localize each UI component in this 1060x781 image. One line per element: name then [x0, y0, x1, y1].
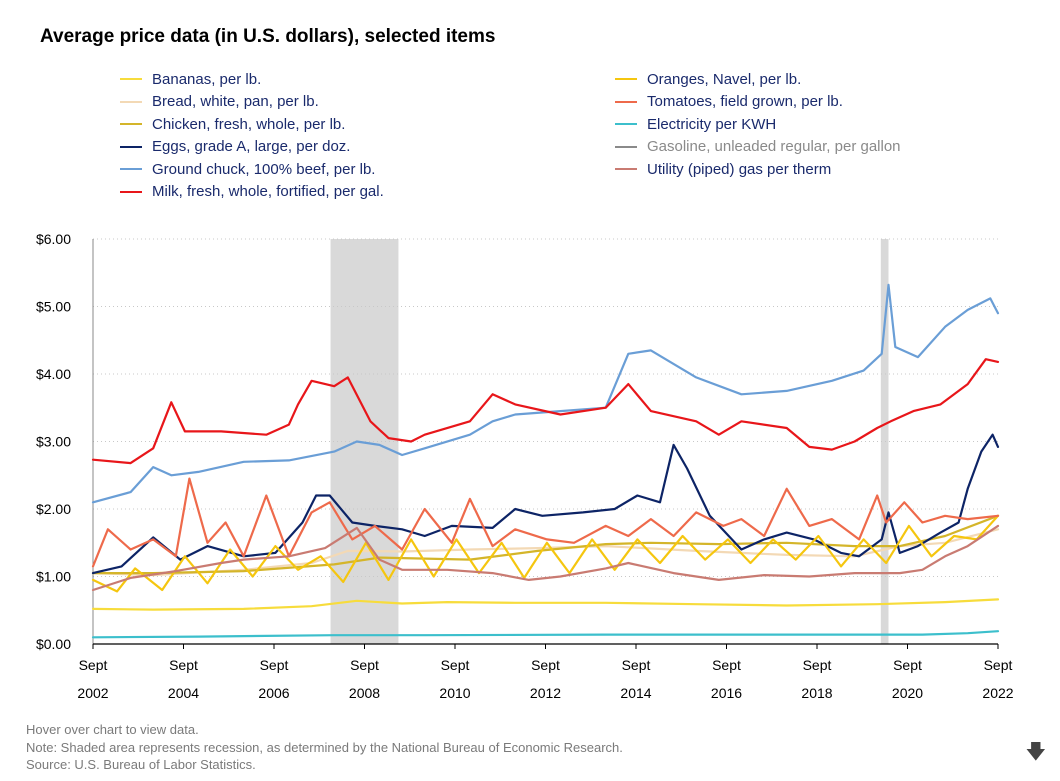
- legend-item[interactable]: Eggs, grade A, large, per doz.: [120, 136, 350, 158]
- x-tick-label-month: Sept: [441, 657, 470, 673]
- x-tick-label-month: Sept: [350, 657, 379, 673]
- x-tick-label-year: 2012: [530, 685, 561, 701]
- legend-swatch: [615, 78, 637, 80]
- y-tick-label: $1.00: [36, 569, 71, 585]
- legend-swatch: [615, 100, 637, 103]
- y-tick-label: $0.00: [36, 636, 71, 652]
- y-tick-label: $4.00: [36, 366, 71, 382]
- series-line[interactable]: [91, 283, 1000, 504]
- legend-swatch: [120, 123, 142, 125]
- hover-hint: Hover over chart to view data.: [26, 722, 199, 737]
- x-tick-label-month: Sept: [893, 657, 922, 673]
- legend-item[interactable]: Oranges, Navel, per lb.: [615, 68, 801, 90]
- series-line[interactable]: [91, 524, 1000, 592]
- legend-label: Bread, white, pan, per lb.: [152, 93, 319, 110]
- legend-item[interactable]: Tomatoes, field grown, per lb.: [615, 91, 843, 113]
- x-tick-label-month: Sept: [984, 657, 1013, 673]
- chart-title: Average price data (in U.S. dollars), se…: [40, 26, 496, 47]
- y-tick-label: $3.00: [36, 434, 71, 450]
- legend-label: Electricity per KWH: [647, 115, 777, 133]
- legend-item[interactable]: Utility (piped) gas per therm: [615, 158, 831, 180]
- legend-label: Chicken, fresh, whole, per lb.: [152, 115, 346, 133]
- x-tick-label-year: 2014: [620, 685, 651, 701]
- line-chart[interactable]: $0.00 $1.00 $2.00 $3.00 $4.00 $5.00 $6.00 Sept 2…: [0, 225, 1060, 725]
- x-tick-label-year: 2018: [801, 685, 832, 701]
- x-tick-label-year: 2016: [711, 685, 742, 701]
- series-line[interactable]: [91, 514, 1000, 575]
- legend-item[interactable]: Ground chuck, 100% beef, per lb.: [120, 158, 375, 180]
- legend-label: Tomatoes, field grown, per lb.: [647, 93, 843, 110]
- y-tick-label: $2.00: [36, 501, 71, 517]
- legend: Bananas, per lb. Bread, white, pan, per l…: [0, 66, 1060, 216]
- legend-swatch: [120, 168, 142, 170]
- source-note: Source: U.S. Bureau of Labor Statistics.: [26, 757, 256, 772]
- legend-swatch: [615, 145, 637, 148]
- legend-item[interactable]: Electricity per KWH: [615, 113, 776, 135]
- series-line[interactable]: [91, 514, 1000, 593]
- legend-swatch: [120, 145, 142, 148]
- y-tick-label: $5.00: [36, 299, 71, 315]
- legend-item[interactable]: Gasoline, unleaded regular, per gallon: [615, 136, 901, 158]
- legend-label: Gasoline, unleaded regular, per gallon: [647, 138, 901, 155]
- legend-label: Utility (piped) gas per therm: [647, 160, 832, 178]
- legend-swatch: [615, 168, 637, 170]
- legend-label: Bananas, per lb.: [152, 70, 262, 88]
- legend-swatch: [615, 123, 637, 125]
- recession-note: Note: Shaded area represents recession, …: [26, 740, 623, 755]
- x-tick-label-month: Sept: [622, 657, 651, 673]
- x-tick-label-year: 2020: [892, 685, 923, 701]
- legend-swatch: [120, 100, 142, 103]
- series-line[interactable]: [91, 358, 1000, 465]
- x-tick-label-year: 2022: [982, 685, 1013, 701]
- legend-swatch: [120, 190, 142, 193]
- x-tick-label-month: Sept: [712, 657, 741, 673]
- series-line[interactable]: [91, 477, 1000, 568]
- legend-item[interactable]: Bread, white, pan, per lb.: [120, 91, 319, 113]
- x-tick-label-month: Sept: [260, 657, 289, 673]
- x-tick-label-year: 2010: [439, 685, 470, 701]
- x-tick-label-month: Sept: [803, 657, 832, 673]
- series-line[interactable]: [91, 598, 1000, 611]
- x-tick-label-month: Sept: [531, 657, 560, 673]
- legend-label: Eggs, grade A, large, per doz.: [152, 138, 351, 155]
- legend-item[interactable]: Bananas, per lb.: [120, 68, 261, 90]
- legend-item[interactable]: Chicken, fresh, whole, per lb.: [120, 113, 345, 135]
- series-line[interactable]: [91, 630, 1000, 639]
- x-tick-label-month: Sept: [169, 657, 198, 673]
- series-line[interactable]: [91, 528, 1000, 577]
- recession-band: [880, 239, 889, 644]
- x-tick-label-year: 2008: [349, 685, 380, 701]
- legend-item[interactable]: Milk, fresh, whole, fortified, per gal.: [120, 181, 384, 203]
- x-tick-label-month: Sept: [79, 657, 108, 673]
- legend-swatch: [120, 78, 142, 80]
- y-tick-label: $6.00: [36, 231, 71, 247]
- x-tick-label-year: 2004: [168, 685, 199, 701]
- series-line[interactable]: [91, 433, 1000, 575]
- legend-label: Oranges, Navel, per lb.: [647, 70, 802, 88]
- x-tick-label-year: 2006: [258, 685, 289, 701]
- recession-band: [330, 239, 399, 644]
- x-tick-label-year: 2002: [77, 685, 108, 701]
- legend-label: Milk, fresh, whole, fortified, per gal.: [152, 183, 384, 200]
- legend-label: Ground chuck, 100% beef, per lb.: [152, 160, 376, 178]
- download-arrow-icon[interactable]: 🡇: [1025, 741, 1046, 763]
